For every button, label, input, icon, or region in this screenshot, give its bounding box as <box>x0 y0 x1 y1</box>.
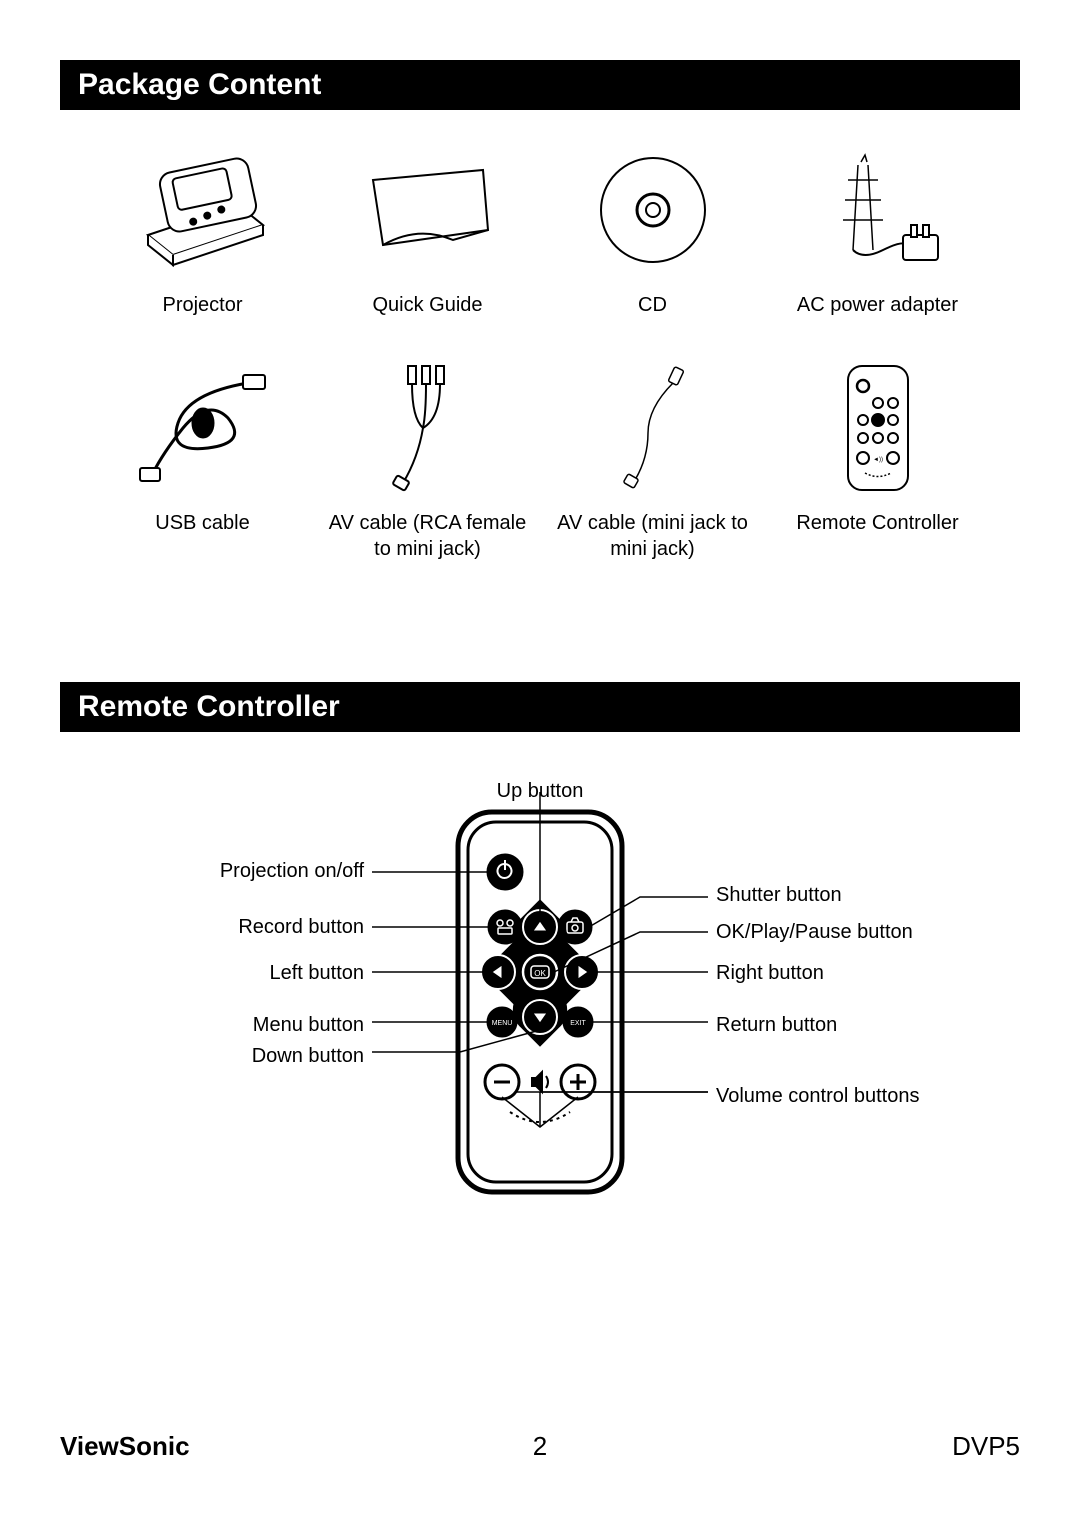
callout-projection: Projection on/off <box>220 860 364 883</box>
svg-text:OK: OK <box>534 969 546 978</box>
callout-ok: OK/Play/Pause button <box>716 921 913 944</box>
package-item-av-minijack: AV cable (mini jack to mini jack) <box>550 358 755 562</box>
package-item-remote: ◄)) Remote Controller <box>775 358 980 562</box>
callout-record: Record button <box>238 916 364 939</box>
section-header-package: Package Content <box>60 60 1020 110</box>
callout-return: Return button <box>716 1014 837 1037</box>
callout-volume: Volume control buttons <box>716 1085 919 1108</box>
callout-right: Right button <box>716 962 824 985</box>
callout-shutter: Shutter button <box>716 884 842 907</box>
av-rca-icon <box>325 358 530 498</box>
callout-left: Left button <box>269 962 364 985</box>
item-label: Projector <box>162 292 242 318</box>
usb-cable-icon <box>100 358 305 498</box>
footer-model: DVP5 <box>952 1431 1020 1462</box>
remote-small-icon: ◄)) <box>775 358 980 498</box>
item-label: CD <box>638 292 667 318</box>
cd-icon <box>550 140 755 280</box>
package-item-usb: USB cable <box>100 358 305 562</box>
callout-down: Down button <box>252 1045 364 1068</box>
package-grid: Projector Quick Guide CD <box>100 140 980 562</box>
svg-text:◄)): ◄)) <box>873 457 883 463</box>
callout-menu: Menu button <box>253 1014 364 1037</box>
item-label: Quick Guide <box>372 292 482 318</box>
item-label: AC power adapter <box>797 292 958 318</box>
page-footer: ViewSonic 2 DVP5 <box>60 1431 1020 1462</box>
package-item-adapter: AC power adapter <box>775 140 980 318</box>
footer-page-number: 2 <box>533 1431 547 1462</box>
item-label: AV cable (RCA female to mini jack) <box>325 510 530 562</box>
footer-brand: ViewSonic <box>60 1431 190 1462</box>
section-header-remote: Remote Controller <box>60 682 1020 732</box>
projector-icon <box>100 140 305 280</box>
remote-diagram: OK MENU EXIT <box>60 762 1020 1262</box>
package-item-av-rca: AV cable (RCA female to mini jack) <box>325 358 530 562</box>
remote-large-icon: OK MENU EXIT <box>240 762 840 1262</box>
package-item-projector: Projector <box>100 140 305 318</box>
av-minijack-icon <box>550 358 755 498</box>
guide-icon <box>325 140 530 280</box>
adapter-icon <box>775 140 980 280</box>
callout-up: Up button <box>497 780 584 803</box>
package-item-guide: Quick Guide <box>325 140 530 318</box>
svg-text:EXIT: EXIT <box>570 1020 586 1027</box>
item-label: Remote Controller <box>796 510 958 536</box>
item-label: USB cable <box>155 510 250 536</box>
package-item-cd: CD <box>550 140 755 318</box>
svg-text:MENU: MENU <box>492 1020 513 1027</box>
item-label: AV cable (mini jack to mini jack) <box>550 510 755 562</box>
